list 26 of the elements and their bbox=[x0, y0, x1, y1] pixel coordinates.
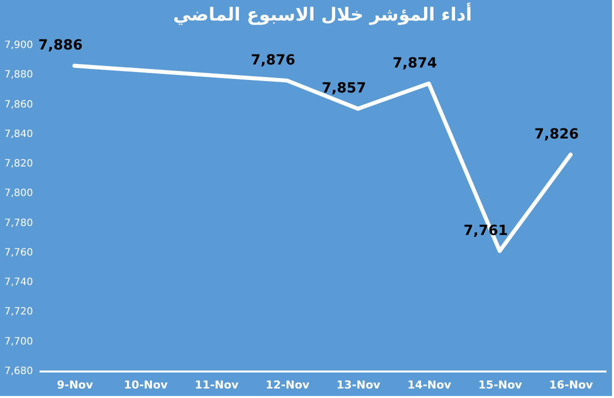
data-label: 7,886 bbox=[38, 38, 83, 54]
y-tick-label: 7,880 bbox=[4, 70, 33, 81]
y-tick-label: 7,760 bbox=[4, 247, 33, 258]
x-tick-label: 16-Nov bbox=[549, 378, 594, 392]
y-tick-label: 7,900 bbox=[4, 40, 33, 51]
y-tick-label: 7,800 bbox=[4, 188, 33, 200]
x-tick-label: 13-Nov bbox=[336, 378, 382, 392]
x-tick-label: 10-Nov bbox=[124, 378, 169, 392]
data-label: 7,826 bbox=[534, 126, 579, 143]
x-tick-label: 14-Nov bbox=[407, 378, 452, 392]
data-label: 7,857 bbox=[322, 80, 366, 97]
x-tick-label: 12-Nov bbox=[266, 378, 310, 392]
y-tick-label: 7,840 bbox=[4, 128, 33, 140]
y-tick-label: 7,820 bbox=[4, 158, 33, 170]
x-tick-label: 11-Nov bbox=[194, 378, 240, 392]
data-label: 7,874 bbox=[392, 56, 438, 72]
data-label: 7,876 bbox=[250, 52, 296, 69]
y-tick-label: 7,700 bbox=[4, 336, 33, 348]
y-tick-label: 7,780 bbox=[4, 218, 33, 229]
y-tick-label: 7,720 bbox=[4, 306, 33, 318]
chart-title: أداء المؤشر خلال الاسبوع الماضي bbox=[173, 2, 472, 26]
y-tick-label: 7,860 bbox=[4, 99, 33, 110]
x-tick-label: 15-Nov bbox=[478, 378, 523, 392]
x-tick-label: 9-Nov bbox=[56, 378, 94, 392]
y-tick-label: 7,740 bbox=[4, 277, 33, 288]
y-tick-label: 7,680 bbox=[4, 366, 33, 377]
